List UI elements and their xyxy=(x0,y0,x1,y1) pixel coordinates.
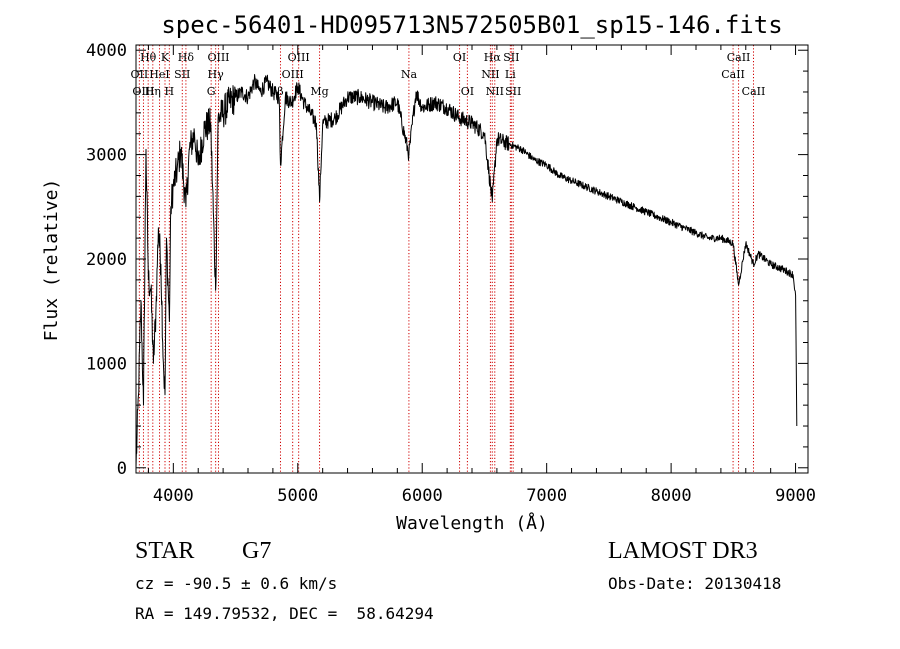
x-tick-label: 8000 xyxy=(651,486,692,506)
line-label: CaII xyxy=(742,85,766,98)
y-tick-label: 0 xyxy=(117,459,127,479)
line-label: NII xyxy=(481,68,499,81)
x-tick-label: 5000 xyxy=(277,486,318,506)
line-label: OIII xyxy=(282,68,304,81)
line-marker-layer xyxy=(138,45,754,473)
object-class: STAR xyxy=(135,538,195,564)
line-label: SII xyxy=(505,85,521,98)
ra-dec-coordinates: RA = 149.79532, DEC = 58.64294 xyxy=(135,604,434,623)
line-label: Hη xyxy=(145,85,161,98)
line-label: OI xyxy=(453,51,466,64)
line-label: Na xyxy=(401,68,418,81)
line-label-layer: OII OIII Hθ Hη HeI K H SII Hδ G Hγ OIII β OIII OIII Mg N… xyxy=(131,51,766,98)
line-label: CaII xyxy=(727,51,751,64)
y-tick-label: 3000 xyxy=(86,146,127,166)
line-label: OI xyxy=(461,85,474,98)
spectrum-layer xyxy=(135,74,798,468)
spectral-subclass: G7 xyxy=(242,538,272,564)
line-label: OIII xyxy=(207,51,229,64)
line-label: Hθ xyxy=(140,51,157,64)
line-label: OIII xyxy=(132,85,154,98)
plot-frame xyxy=(135,44,809,474)
line-label: HeI xyxy=(149,68,169,81)
line-label: K xyxy=(161,51,170,64)
x-tick-label: 9000 xyxy=(775,486,816,506)
axis-tick-layer: 4000 5000 6000 7000 8000 9000 0 1000 2000 3000 400… xyxy=(86,41,816,506)
spectrum-line xyxy=(135,74,798,468)
line-label: Hδ xyxy=(178,51,195,64)
line-label: H xyxy=(165,85,175,98)
line-label: Hγ xyxy=(208,68,225,81)
line-label: SII xyxy=(174,68,190,81)
line-label: Hα xyxy=(484,51,502,64)
line-label: Mg xyxy=(310,85,328,98)
x-tick-label: 7000 xyxy=(526,486,567,506)
line-label: CaII xyxy=(721,68,745,81)
line-label: OIII xyxy=(288,51,310,64)
line-label: NII xyxy=(486,85,504,98)
chart-title: spec-56401-HD095713N572505B01_sp15-146.f… xyxy=(161,11,782,39)
y-tick-label: 2000 xyxy=(86,250,127,270)
line-label: OII xyxy=(131,68,149,81)
x-tick-label: 6000 xyxy=(402,486,443,506)
line-label: G xyxy=(207,85,216,98)
line-label: β xyxy=(277,85,283,98)
survey-name: LAMOST DR3 xyxy=(608,538,758,564)
y-tick-label: 1000 xyxy=(86,354,127,374)
y-tick-label: 4000 xyxy=(86,41,127,61)
line-label: Li xyxy=(505,68,516,81)
line-label: SII xyxy=(503,51,519,64)
redshift-cz: cz = -90.5 ± 0.6 km/s xyxy=(135,574,338,593)
y-axis-label: Flux (relative) xyxy=(41,179,62,342)
observation-date: Obs-Date: 20130418 xyxy=(608,574,782,593)
x-tick-label: 4000 xyxy=(153,486,194,506)
x-axis-label: Wavelength (Å) xyxy=(396,512,548,534)
